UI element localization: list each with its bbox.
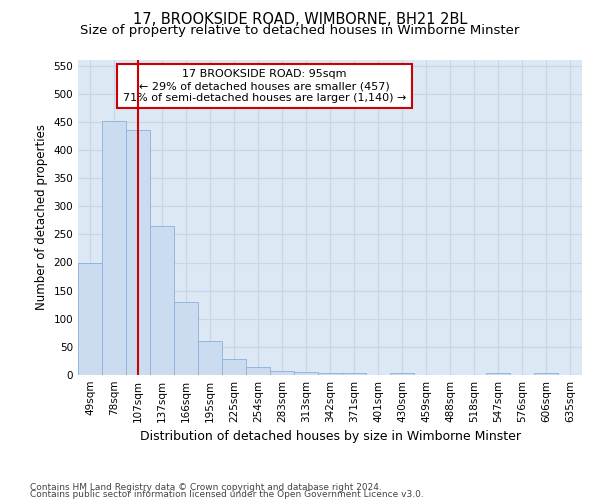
Text: 17 BROOKSIDE ROAD: 95sqm
← 29% of detached houses are smaller (457)
71% of semi-: 17 BROOKSIDE ROAD: 95sqm ← 29% of detach… xyxy=(123,70,406,102)
Bar xyxy=(486,373,510,375)
Y-axis label: Number of detached properties: Number of detached properties xyxy=(35,124,48,310)
Text: Contains public sector information licensed under the Open Government Licence v3: Contains public sector information licen… xyxy=(30,490,424,499)
Bar xyxy=(390,373,414,375)
X-axis label: Distribution of detached houses by size in Wimborne Minster: Distribution of detached houses by size … xyxy=(139,430,521,444)
Bar xyxy=(150,226,174,375)
Bar xyxy=(222,358,246,375)
Text: Contains HM Land Registry data © Crown copyright and database right 2024.: Contains HM Land Registry data © Crown c… xyxy=(30,484,382,492)
Bar xyxy=(102,120,126,375)
Bar xyxy=(294,372,318,375)
Bar xyxy=(246,366,270,375)
Bar xyxy=(174,302,198,375)
Bar xyxy=(198,341,222,375)
Bar xyxy=(270,371,294,375)
Bar xyxy=(534,373,558,375)
Bar xyxy=(126,130,150,375)
Text: 17, BROOKSIDE ROAD, WIMBORNE, BH21 2BL: 17, BROOKSIDE ROAD, WIMBORNE, BH21 2BL xyxy=(133,12,467,28)
Text: Size of property relative to detached houses in Wimborne Minster: Size of property relative to detached ho… xyxy=(80,24,520,37)
Bar xyxy=(318,373,342,375)
Bar xyxy=(342,373,366,375)
Bar xyxy=(78,262,102,375)
